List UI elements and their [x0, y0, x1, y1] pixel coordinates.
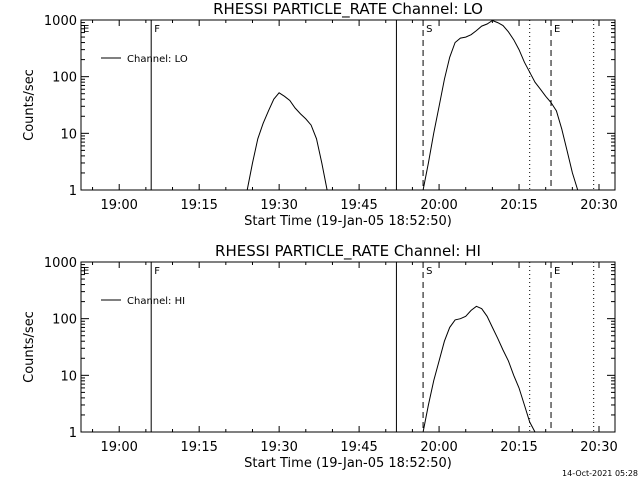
plot-frame — [80, 19, 616, 191]
series-line — [246, 92, 328, 191]
chart-panel-2: RHESSI PARTICLE_RATE Channel: HI Counts/s… — [22, 242, 618, 471]
y-axis-label: Counts/sec — [22, 311, 37, 383]
x-tick-label: 19:30 — [260, 198, 297, 213]
x-tick-label: 19:45 — [340, 440, 377, 455]
marker-label: F — [154, 24, 160, 35]
y-tick-label: 1 — [69, 426, 77, 441]
marker-label: S — [426, 24, 432, 35]
plot-frame — [80, 261, 616, 433]
legend-label: Channel: LO — [127, 54, 188, 65]
x-tick-label: 19:00 — [100, 440, 137, 455]
y-tick-label: 1000 — [44, 14, 77, 29]
y-tick-label: 100 — [52, 71, 77, 86]
y-axis-label: Counts/sec — [22, 69, 37, 141]
y-tick-label: 1000 — [44, 256, 77, 271]
legend-label: Channel: HI — [127, 296, 185, 307]
marker-label: E — [554, 266, 560, 277]
axis-flag-label: E — [83, 266, 89, 277]
marker-label: E — [554, 24, 560, 35]
x-tick-label: 20:00 — [420, 440, 457, 455]
x-tick-label: 20:15 — [500, 440, 537, 455]
y-tick-label: 10 — [60, 127, 77, 142]
y-tick-label: 10 — [60, 369, 77, 384]
x-axis-label: Start Time (19-Jan-05 18:52:50) — [244, 214, 452, 229]
x-tick-label: 20:30 — [580, 198, 617, 213]
x-tick-label: 19:15 — [180, 440, 217, 455]
footer-timestamp: 14-Oct-2021 05:28 — [562, 469, 638, 478]
marker-label: F — [154, 266, 160, 277]
marker-label: S — [426, 266, 432, 277]
x-tick-label: 19:15 — [180, 198, 217, 213]
chart-panel-1: RHESSI PARTICLE_RATE Channel: LO Counts/s… — [22, 0, 618, 229]
x-tick-label: 19:45 — [340, 198, 377, 213]
chart-title: RHESSI PARTICLE_RATE Channel: LO — [213, 0, 483, 19]
x-tick-label: 20:00 — [420, 198, 457, 213]
x-tick-label: 20:15 — [500, 198, 537, 213]
x-tick-label: 19:30 — [260, 440, 297, 455]
axis-flag-label: E — [83, 24, 89, 35]
x-axis-label: Start Time (19-Jan-05 18:52:50) — [244, 456, 452, 471]
x-tick-label: 19:00 — [100, 198, 137, 213]
x-tick-label: 20:30 — [580, 440, 617, 455]
series-line — [422, 305, 536, 433]
y-tick-label: 100 — [52, 313, 77, 328]
y-tick-label: 1 — [69, 184, 77, 199]
chart-title: RHESSI PARTICLE_RATE Channel: HI — [215, 242, 481, 261]
series-line — [422, 19, 579, 191]
